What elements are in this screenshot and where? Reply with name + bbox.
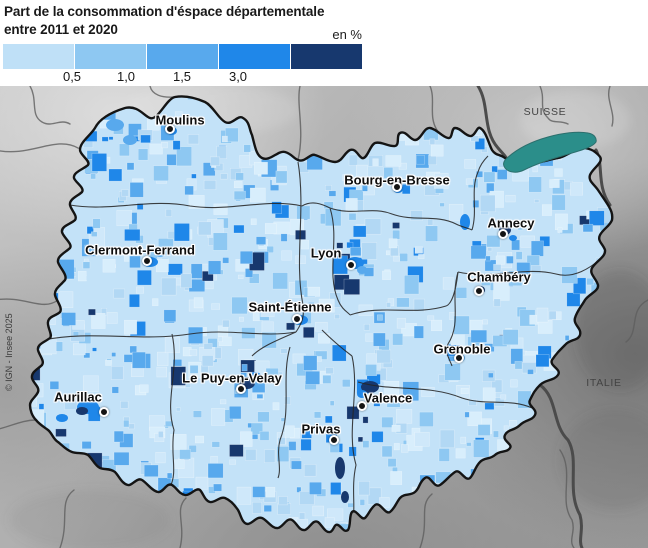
legend-class-2 (75, 44, 146, 69)
legend-threshold: 1,0 (116, 69, 136, 84)
city-dot (142, 256, 152, 266)
department-borders (43, 155, 603, 531)
legend-labels: 0,5 1,0 1,5 3,0 (3, 69, 362, 85)
city-dot (357, 401, 367, 411)
city-dot (454, 353, 464, 363)
legend-threshold: 0,5 (62, 69, 82, 84)
city-label: Lyon (310, 245, 342, 261)
city-dot (165, 124, 175, 134)
map-credit: © IGN - Insee 2025 (4, 313, 14, 391)
lake-geneva (503, 131, 597, 173)
city-dot (329, 435, 339, 445)
region-shape (30, 96, 613, 533)
map-canvas: Moulins Bourg-en-Bresse Clermont-Ferrand An… (0, 86, 648, 548)
legend-threshold: 1,5 (172, 69, 192, 84)
legend-class-1 (3, 44, 74, 69)
country-label: SUISSE (523, 106, 567, 118)
legend-class-5 (291, 44, 362, 69)
city-label: Privas (301, 421, 341, 437)
choropleth-map (0, 86, 648, 548)
city-dot (392, 182, 402, 192)
city-label: Moulins (155, 112, 205, 128)
city-dot (292, 314, 302, 324)
region-outline (28, 95, 614, 534)
legend-class-4 (219, 44, 290, 69)
city-dot (236, 384, 246, 394)
city-label: Aurillac (54, 389, 102, 405)
city-dot (498, 229, 508, 239)
country-label: ITALIE (586, 377, 622, 389)
city-label: Clermont-Ferrand (85, 242, 195, 258)
city-dot (474, 286, 484, 296)
map-title-line2: entre 2011 et 2020 (4, 22, 118, 37)
map-title: Part de la consommation d'éspace départe… (4, 3, 324, 39)
legend-class-3 (147, 44, 218, 69)
legend-threshold: 3,0 (228, 69, 248, 84)
legend-bar (3, 44, 362, 69)
city-label: Chambéry (467, 269, 531, 285)
city-label: Saint-Étienne (248, 299, 332, 315)
legend-unit: en % (332, 27, 362, 42)
city-dot (99, 407, 109, 417)
city-dot (346, 260, 356, 270)
city-label: Bourg-en-Bresse (344, 172, 450, 188)
city-label: Valence (363, 390, 413, 406)
city-label: Annecy (487, 215, 535, 231)
city-label: Grenoble (433, 341, 491, 357)
map-title-line1: Part de la consommation d'éspace départe… (4, 4, 325, 19)
city-label: Le Puy-en-Velay (182, 370, 282, 386)
map-header: Part de la consommation d'éspace départe… (0, 0, 648, 86)
